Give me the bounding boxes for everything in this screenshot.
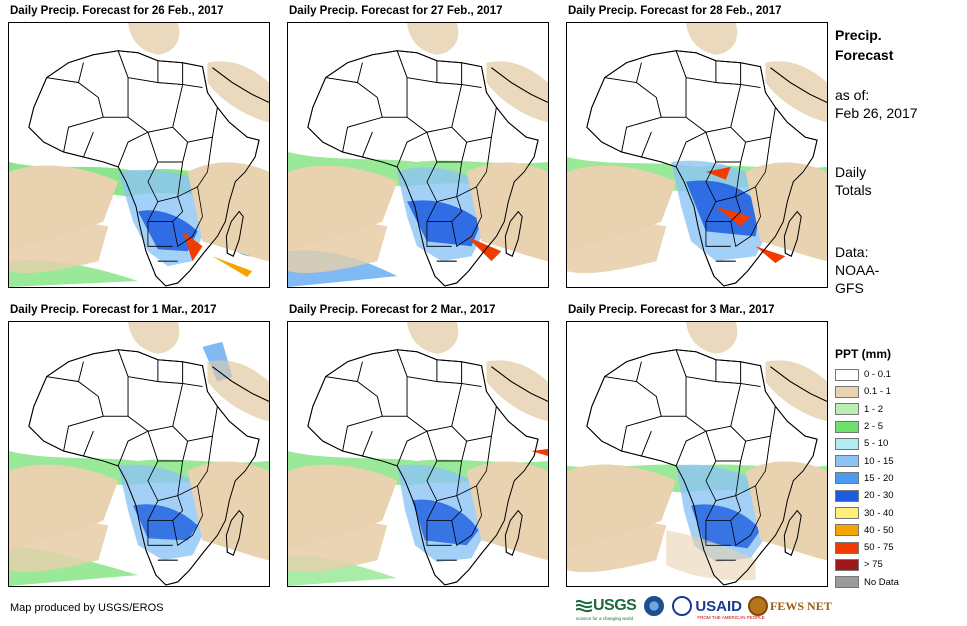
legend-item: > 75 (835, 556, 899, 573)
precip-map (287, 321, 549, 587)
legend-swatch (835, 576, 859, 589)
sidebar-title-line2: Forecast (835, 47, 894, 63)
legend-swatch (835, 437, 859, 450)
legend-item: 40 - 50 (835, 522, 899, 539)
panel-title: Daily Precip. Forecast for 26 Feb., 2017 (10, 5, 224, 17)
panel-title: Daily Precip. Forecast for 27 Feb., 2017 (289, 5, 503, 17)
legend-item: 15 - 20 (835, 470, 899, 487)
legend-swatch (835, 541, 859, 554)
asof-date: Feb 26, 2017 (835, 105, 918, 121)
data-line2: GFS (835, 280, 864, 296)
panel-title: Daily Precip. Forecast for 1 Mar., 2017 (10, 304, 217, 316)
logos-bar: USGS science for a changing world USAID … (576, 596, 832, 621)
legend-swatch (835, 420, 859, 433)
noaa-seal-icon (644, 596, 665, 616)
legend-label: 2 - 5 (864, 421, 884, 433)
usgs-wave-icon (576, 599, 592, 613)
forecast-panel-day3: Daily Precip. Forecast for 28 Feb., 2017 (566, 5, 828, 292)
legend-label: 15 - 20 (864, 472, 894, 484)
legend-item: 30 - 40 (835, 504, 899, 521)
sidebar-asof: as of: Feb 26, 2017 (835, 86, 918, 122)
legend-swatch (835, 489, 859, 502)
legend-swatch (835, 385, 859, 398)
usgs-tagline: science for a changing world (576, 616, 634, 621)
precip-map (8, 22, 270, 288)
legend-item: 1 - 2 (835, 401, 899, 418)
panel-title: Daily Precip. Forecast for 3 Mar., 2017 (568, 304, 775, 316)
legend-swatch (835, 524, 859, 537)
fewsnet-logo: FEWS NET (748, 596, 832, 616)
legend-swatch (835, 403, 859, 416)
fewsnet-wordmark: FEWS NET (770, 598, 832, 613)
daily-line2: Totals (835, 182, 872, 198)
sidebar-daily-totals: Daily Totals (835, 163, 872, 199)
legend-swatch (835, 558, 859, 571)
legend-item: 50 - 75 (835, 539, 899, 556)
data-line1: NOAA- (835, 262, 880, 278)
legend-label: > 75 (864, 559, 883, 571)
sidebar-title: Precip. Forecast (835, 25, 893, 65)
legend-label: 0 - 0.1 (864, 369, 891, 381)
precip-map (566, 321, 828, 587)
usgs-logo: USGS science for a changing world (576, 597, 637, 621)
legend-item: 20 - 30 (835, 487, 899, 504)
usaid-logo: USAID FROM THE AMERICAN PEOPLE (672, 596, 765, 620)
legend-swatch (835, 368, 859, 381)
legend-item: 0 - 0.1 (835, 366, 899, 383)
legend-label: 30 - 40 (864, 507, 894, 519)
map-credit: Map produced by USGS/EROS (10, 602, 164, 614)
precip-map (8, 321, 270, 587)
panel-title: Daily Precip. Forecast for 2 Mar., 2017 (289, 304, 496, 316)
legend-label: 50 - 75 (864, 542, 894, 554)
precip-map (566, 22, 828, 288)
legend-label: 20 - 30 (864, 490, 894, 502)
legend-swatch (835, 472, 859, 485)
legend-swatch (835, 455, 859, 468)
legend-label: 1 - 2 (864, 403, 884, 415)
sidebar-title-line1: Precip. (835, 27, 882, 43)
legend-label: 10 - 15 (864, 455, 894, 467)
legend-label: 5 - 10 (864, 438, 889, 450)
legend-swatch (835, 507, 859, 520)
usaid-wordmark: USAID (695, 597, 743, 615)
usaid-tagline: FROM THE AMERICAN PEOPLE (697, 615, 765, 620)
panel-title: Daily Precip. Forecast for 28 Feb., 2017 (568, 5, 782, 17)
ppt-legend: PPT (mm) 0 - 0.1 0.1 - 1 1 - 2 2 - 5 5 - 10 1… (835, 347, 899, 591)
legend-label: No Data (864, 576, 899, 588)
forecast-panel-day2: Daily Precip. Forecast for 27 Feb., 2017 (287, 5, 549, 292)
daily-line1: Daily (835, 164, 867, 180)
legend-label: 0.1 - 1 (864, 386, 891, 398)
forecast-panel-day1: Daily Precip. Forecast for 26 Feb., 2017 (8, 5, 270, 292)
precip-map (287, 22, 549, 288)
asof-label: as of: (835, 87, 870, 103)
data-label: Data: (835, 244, 869, 260)
usaid-seal-icon (672, 596, 693, 616)
legend-item: 10 - 15 (835, 452, 899, 469)
forecast-panel-day5: Daily Precip. Forecast for 2 Mar., 2017 (287, 304, 549, 591)
sidebar-data-source: Data: NOAA- GFS (835, 243, 879, 297)
legend-item: 0.1 - 1 (835, 383, 899, 400)
legend-label: 40 - 50 (864, 524, 894, 536)
forecast-panel-day4: Daily Precip. Forecast for 1 Mar., 2017 (8, 304, 270, 591)
forecast-panel-day6: Daily Precip. Forecast for 3 Mar., 2017 (566, 304, 828, 591)
legend-item: No Data (835, 574, 899, 591)
legend-title: PPT (mm) (835, 347, 892, 361)
legend-item: 5 - 10 (835, 435, 899, 452)
fewsnet-globe-icon (748, 596, 769, 616)
legend-item: 2 - 5 (835, 418, 899, 435)
usgs-wordmark: USGS (593, 597, 637, 614)
